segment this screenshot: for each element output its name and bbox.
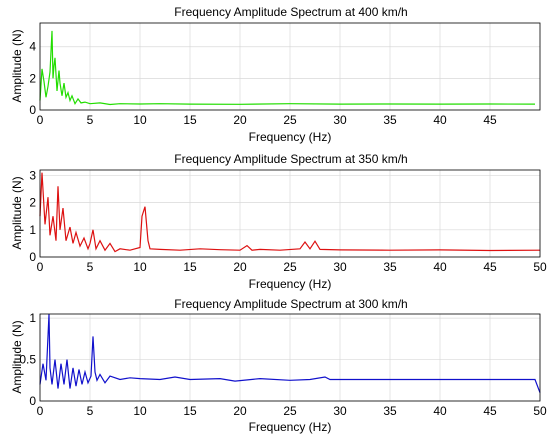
x-tick-label: 35 — [383, 260, 397, 274]
y-tick-label: 2 — [29, 196, 36, 210]
y-tick-label: 0 — [29, 394, 36, 408]
x-tick-label: 15 — [183, 260, 197, 274]
x-axis-label: Frequency (Hz) — [249, 130, 332, 144]
plot-frame — [39, 22, 541, 111]
panel-300: Frequency Amplitude Spectrum at 300 km/h… — [10, 297, 547, 434]
x-tick-label: 30 — [333, 260, 347, 274]
x-tick-label: 20 — [233, 404, 247, 418]
x-tick-label: 30 — [333, 404, 347, 418]
x-axis-label: Frequency (Hz) — [249, 420, 332, 434]
panel-400: Frequency Amplitude Spectrum at 400 km/h… — [10, 5, 541, 144]
x-tick-label: 10 — [133, 113, 147, 127]
y-tick-label: 2 — [29, 71, 36, 85]
x-tick-label: 35 — [383, 113, 397, 127]
x-tick-label: 10 — [133, 260, 147, 274]
spectrum-line-300 — [39, 313, 541, 393]
y-axis-label: Amplitude (N) — [10, 320, 24, 393]
spectrum-line-350 — [39, 172, 541, 253]
x-tick-label: 45 — [483, 260, 497, 274]
x-tick-label: 0 — [37, 260, 44, 274]
x-tick-label: 40 — [433, 404, 447, 418]
y-tick-label: 0 — [29, 103, 36, 117]
x-tick-label: 15 — [183, 404, 197, 418]
x-tick-label: 35 — [383, 404, 397, 418]
chart-title: Frequency Amplitude Spectrum at 300 km/h — [174, 297, 407, 311]
x-tick-label: 20 — [233, 113, 247, 127]
x-ticks: 0 5 10 15 20 25 30 35 40 45 — [37, 113, 497, 127]
y-axis-label: Amplitude (N) — [10, 29, 24, 102]
x-tick-label: 30 — [333, 113, 347, 127]
x-tick-label: 5 — [87, 404, 94, 418]
grid — [39, 314, 541, 402]
x-tick-label: 25 — [283, 260, 297, 274]
grid — [39, 170, 541, 258]
x-tick-label: 40 — [433, 260, 447, 274]
x-tick-label: 5 — [87, 113, 94, 127]
y-tick-label: 3 — [29, 168, 36, 182]
x-tick-label: 10 — [133, 404, 147, 418]
y-ticks: 0 1 2 3 — [29, 168, 36, 264]
x-tick-label: 45 — [483, 404, 497, 418]
y-axis-label: Amplitude (N) — [10, 176, 24, 249]
x-ticks: 0 5 10 15 20 25 30 35 40 45 50 — [37, 260, 547, 274]
y-tick-label: 1 — [29, 311, 36, 325]
y-tick-label: 4 — [29, 40, 36, 54]
x-tick-label: 45 — [483, 113, 497, 127]
x-tick-label: 25 — [283, 404, 297, 418]
y-tick-label: 0 — [29, 250, 36, 264]
chart-title: Frequency Amplitude Spectrum at 400 km/h — [174, 5, 407, 19]
y-tick-label: 0.5 — [19, 353, 36, 367]
x-tick-label: 50 — [533, 404, 547, 418]
y-tick-label: 1 — [29, 223, 36, 237]
y-ticks: 00.51 — [19, 311, 36, 408]
x-tick-label: 15 — [183, 113, 197, 127]
x-tick-label: 0 — [37, 113, 44, 127]
x-tick-label: 25 — [283, 113, 297, 127]
chart-title: Frequency Amplitude Spectrum at 350 km/h — [174, 152, 407, 166]
x-axis-label: Frequency (Hz) — [249, 277, 332, 291]
x-tick-label: 5 — [87, 260, 94, 274]
x-tick-label: 50 — [533, 260, 547, 274]
x-ticks: 0 5 10 15 20 25 30 35 40 45 50 — [37, 404, 547, 418]
panel-350: Frequency Amplitude Spectrum at 350 km/h… — [10, 152, 547, 291]
grid — [39, 23, 540, 111]
spectrum-line-400 — [39, 30, 536, 106]
plot-frame — [39, 313, 541, 402]
y-ticks: 0 2 4 — [29, 40, 36, 117]
x-tick-label: 0 — [37, 404, 44, 418]
x-tick-label: 20 — [233, 260, 247, 274]
plot-frame — [39, 169, 541, 258]
x-tick-label: 40 — [433, 113, 447, 127]
